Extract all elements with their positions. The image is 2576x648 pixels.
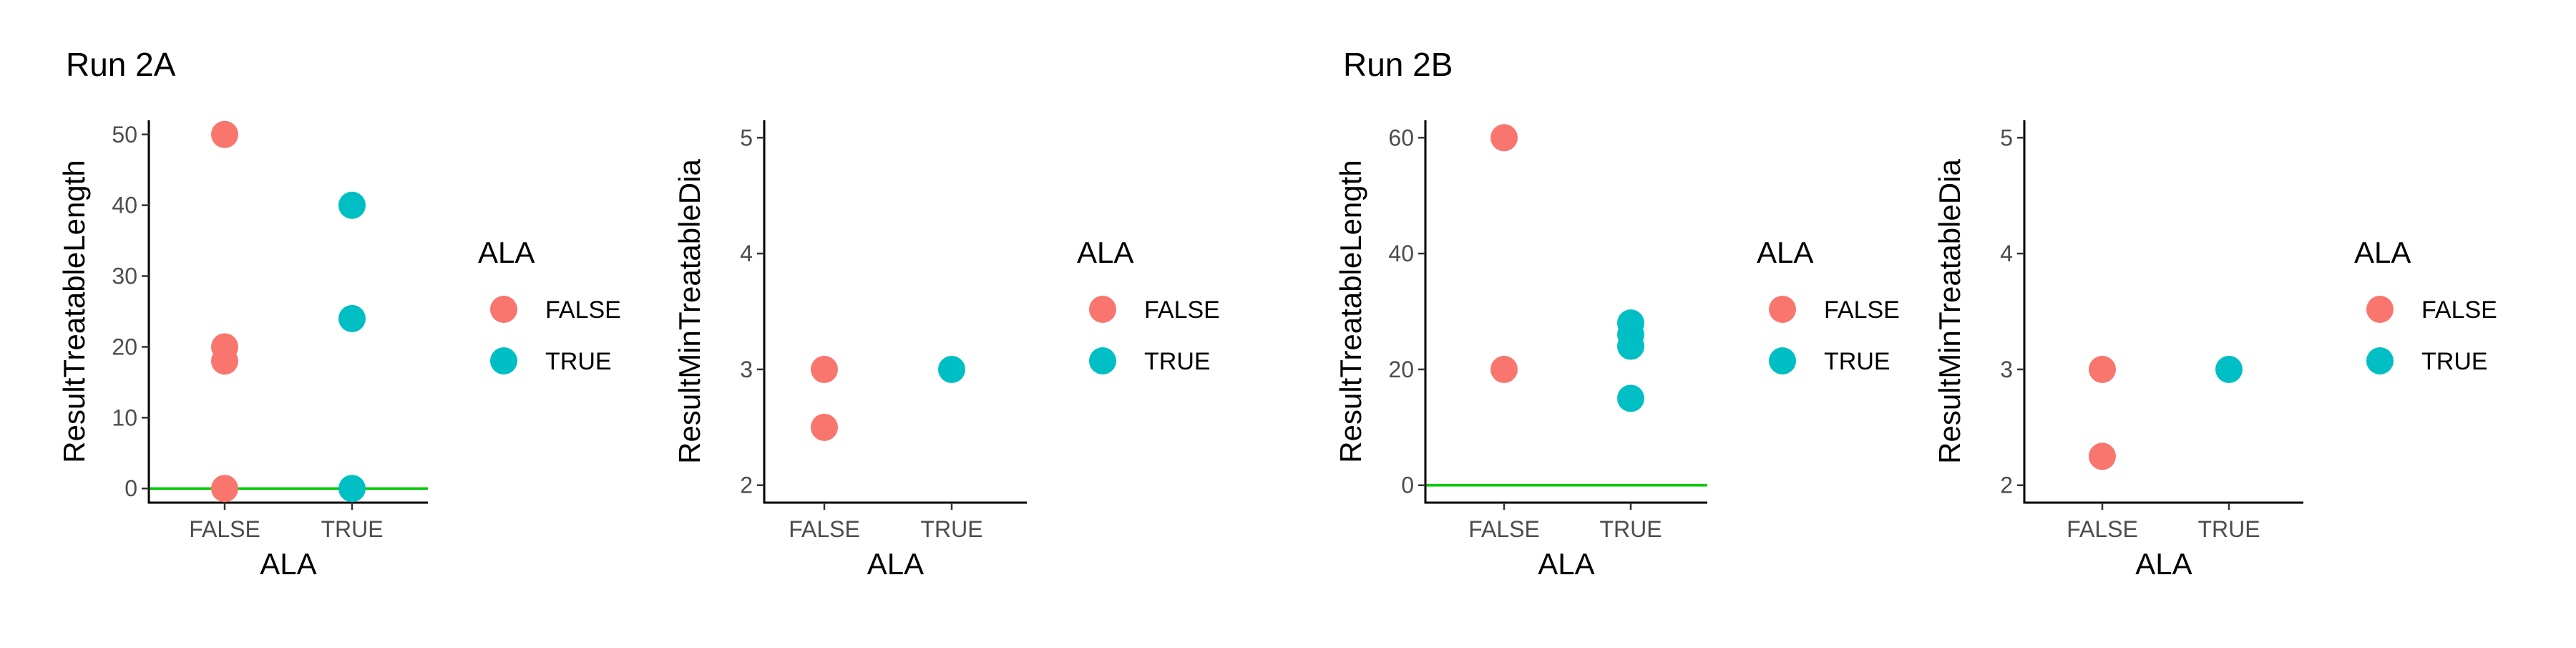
panel-3-x-axis-title: ALA [1538,547,1594,581]
panel-1-x-tick-label: TRUE [321,516,383,542]
panel-4-y-tick-label: 5 [2000,125,2013,150]
panel-2-y-axis-title: ResultMinTreatableDia [673,159,706,464]
panel-4-legend-key-false [2366,296,2394,323]
panel-3-y-tick-label: 20 [1388,357,1414,382]
panel-2-y-tick-label: 3 [740,357,753,382]
panel-2-y-tick-label: 5 [740,125,753,150]
panel-1-y-tick-label: 40 [112,193,137,218]
panel-4-point-false [2089,443,2116,470]
panel-4-legend-title: ALA [2354,236,2411,269]
run-title-2a: Run 2A [66,46,176,83]
panel-1-x-axis-title: ALA [260,547,316,581]
panel-1-y-tick-label: 30 [112,263,137,289]
panel-3-y-axis-title: ResultTreatableLength [1334,160,1367,463]
panel-2-y-tick-label: 4 [740,241,753,266]
panel-3-y-tick-label: 60 [1388,125,1414,150]
panel-3-legend-label-true: TRUE [1824,348,1890,375]
panel-2-legend-key-true [1089,347,1116,374]
panel-2-legend-title: ALA [1077,236,1133,269]
panel-3-point-false [1491,124,1518,152]
panel-1-point-true [338,304,366,332]
panel-3-legend-key-true [1769,347,1796,374]
panel-3-point-false [1491,355,1518,383]
panel-4-y-tick-label: 3 [2000,357,2013,382]
panel-3-x-tick-label: FALSE [1468,516,1540,542]
panel-4-x-tick-label: TRUE [2197,516,2260,542]
panel-2-legend-label-false: FALSE [1144,296,1220,324]
panel-1-point-true [338,191,366,219]
panel-2-y-tick-label: 2 [740,473,753,498]
panel-1-legend-label-true: TRUE [545,348,612,375]
panel-1-point-false [211,120,238,148]
panel-2-point-false [811,355,838,383]
panel-1-y-tick-label: 50 [112,122,137,148]
panel-4-point-false [2089,355,2116,383]
panel-1-y-tick-label: 0 [125,475,137,501]
panel-1-legend-label-false: FALSE [545,296,621,324]
panel-3-legend-key-false [1769,296,1796,323]
panel-2-point-true [938,355,965,383]
panel-4-x-axis-title: ALA [2135,547,2192,581]
panel-3-legend-label-false: FALSE [1824,296,1900,324]
panel-1-y-tick-label: 20 [112,334,137,359]
panel-3-point-true [1617,385,1644,412]
panel-4-y-tick-label: 4 [2000,241,2013,266]
panel-4-point-true [2215,355,2243,383]
panel-3-legend-title: ALA [1757,236,1813,269]
panel-2-legend-label-true: TRUE [1144,348,1211,375]
panel-4-legend-label-false: FALSE [2421,296,2497,324]
panel-2-x-tick-label: FALSE [789,516,860,542]
panel-1-x-tick-label: FALSE [189,516,260,542]
panel-4-y-axis-title: ResultMinTreatableDia [1933,159,1966,464]
panel-4-legend-key-true [2366,347,2394,374]
panel-4-y-tick-label: 2 [2000,473,2013,498]
panel-4-x-tick-label: FALSE [2067,516,2138,542]
panel-1-y-axis-title: ResultTreatableLength [57,160,91,463]
panel-2-x-tick-label: TRUE [920,516,982,542]
panel-3-point-true [1617,332,1644,360]
panel-1-legend-key-false [490,296,517,323]
panel-3-y-tick-label: 0 [1401,473,1414,498]
panel-2-legend-key-false [1089,296,1116,323]
panel-1-point-false [211,347,238,375]
panel-1-y-tick-label: 10 [112,405,137,430]
panel-3-x-tick-label: TRUE [1599,516,1662,542]
panel-3-y-tick-label: 40 [1388,241,1414,266]
panel-2-x-axis-title: ALA [867,547,924,581]
run-title-2b: Run 2B [1343,46,1453,83]
panel-1-point-true [338,475,366,503]
panel-1-point-false [211,475,238,503]
panel-1-legend-title: ALA [478,236,535,269]
panel-2-point-false [811,413,838,441]
panel-4-legend-label-true: TRUE [2421,348,2488,375]
panel-1-legend-key-true [490,347,517,374]
